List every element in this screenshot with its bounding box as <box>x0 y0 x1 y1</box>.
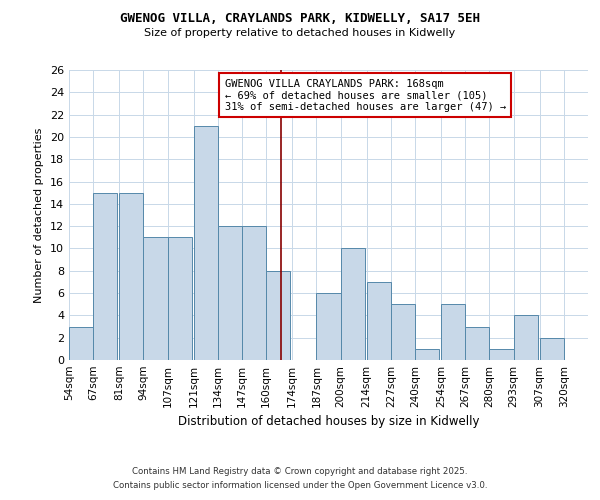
Bar <box>441 304 465 360</box>
Bar <box>367 282 391 360</box>
Bar <box>539 338 564 360</box>
Bar <box>69 326 93 360</box>
Text: Contains public sector information licensed under the Open Government Licence v3: Contains public sector information licen… <box>113 481 487 490</box>
Y-axis label: Number of detached properties: Number of detached properties <box>34 128 44 302</box>
Bar <box>316 293 341 360</box>
X-axis label: Distribution of detached houses by size in Kidwelly: Distribution of detached houses by size … <box>178 416 479 428</box>
Text: Size of property relative to detached houses in Kidwelly: Size of property relative to detached ho… <box>145 28 455 38</box>
Bar <box>119 192 143 360</box>
Bar <box>391 304 415 360</box>
Bar <box>465 326 490 360</box>
Bar <box>218 226 242 360</box>
Text: Contains HM Land Registry data © Crown copyright and database right 2025.: Contains HM Land Registry data © Crown c… <box>132 467 468 476</box>
Bar <box>266 271 290 360</box>
Bar <box>490 349 514 360</box>
Bar <box>93 192 118 360</box>
Bar <box>415 349 439 360</box>
Bar <box>194 126 218 360</box>
Bar <box>341 248 365 360</box>
Bar <box>514 316 538 360</box>
Bar <box>242 226 266 360</box>
Bar <box>143 238 167 360</box>
Text: GWENOG VILLA, CRAYLANDS PARK, KIDWELLY, SA17 5EH: GWENOG VILLA, CRAYLANDS PARK, KIDWELLY, … <box>120 12 480 26</box>
Bar <box>167 238 192 360</box>
Text: GWENOG VILLA CRAYLANDS PARK: 168sqm
← 69% of detached houses are smaller (105)
3: GWENOG VILLA CRAYLANDS PARK: 168sqm ← 69… <box>224 78 506 112</box>
